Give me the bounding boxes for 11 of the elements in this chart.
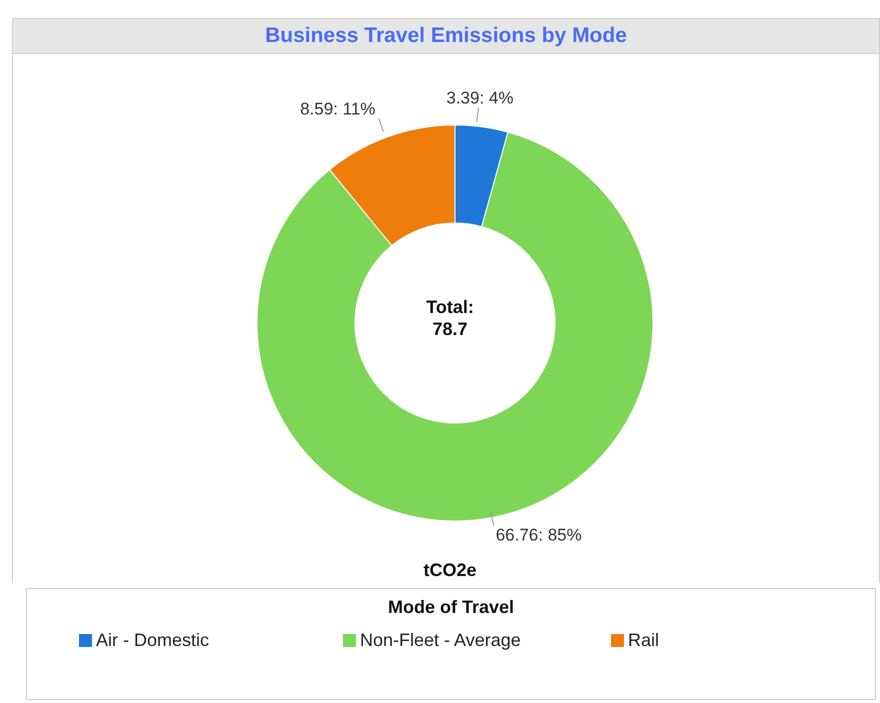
text: Total:	[426, 297, 474, 317]
data-label: 66.76: 85%	[496, 526, 582, 545]
chart-title: Business Travel Emissions by Mode	[12, 18, 880, 54]
text: tCO2e	[423, 560, 477, 580]
text: 78.7	[432, 319, 468, 339]
legend-label: Rail	[628, 630, 660, 651]
legend-title: Mode of Travel	[386, 597, 516, 618]
legend-label: Air - Domestic	[96, 630, 210, 651]
data-label: 8.59: 11%	[300, 99, 376, 118]
legend-label: Non-Fleet - Average	[360, 630, 521, 651]
data-label: 3.39: 4%	[446, 88, 514, 108]
